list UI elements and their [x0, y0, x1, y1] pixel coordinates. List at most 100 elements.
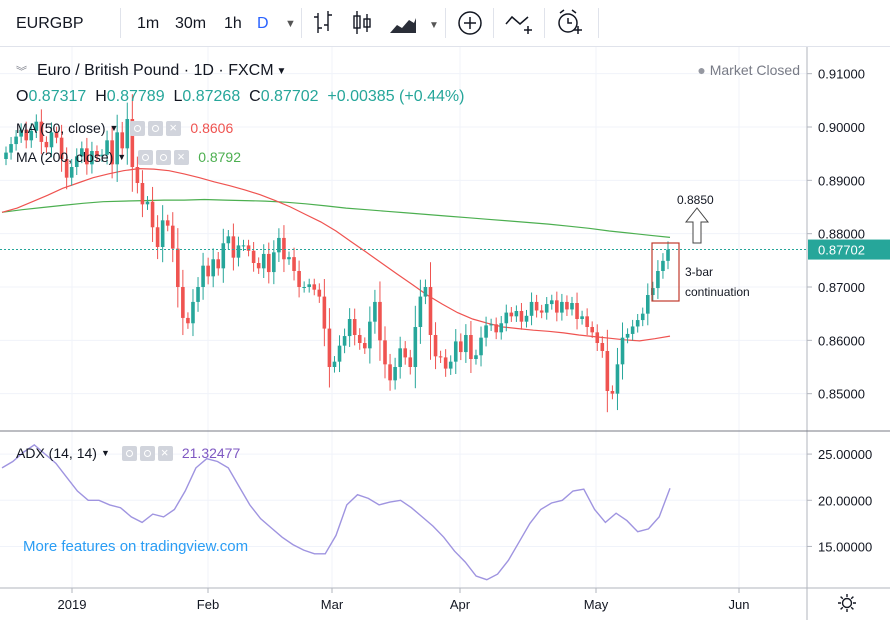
candle [44, 136, 49, 153]
candle [125, 102, 130, 165]
candle [39, 109, 44, 155]
candle [105, 130, 109, 165]
candle [34, 114, 39, 139]
candle [120, 121, 125, 159]
price-tick-label: 0.89000 [818, 173, 865, 188]
candle [317, 283, 322, 303]
candles [4, 94, 670, 413]
interval-1m-button[interactable]: 1m [137, 14, 160, 32]
adx-path [1, 444, 671, 581]
settings-gear-icon[interactable] [838, 594, 856, 612]
candle [438, 350, 443, 363]
candle [130, 94, 135, 192]
candle [115, 114, 119, 182]
candle [443, 349, 448, 377]
ma50-dropdown-icon[interactable]: ▼ [109, 123, 119, 133]
candle [282, 225, 286, 273]
candle [524, 309, 529, 328]
pattern-box [651, 242, 680, 302]
candle [388, 353, 392, 391]
candle [529, 292, 534, 326]
candle [555, 291, 559, 322]
candle [504, 304, 509, 332]
adx-label: ADX (14, 14) [16, 445, 97, 461]
candle [645, 283, 650, 326]
last-price-label: 0.87702 [818, 243, 865, 258]
ma50-value: 0.8606 [190, 120, 234, 136]
adx-tick-label: 25.00000 [818, 447, 872, 462]
remove-icon[interactable] [174, 149, 190, 165]
ma50-legend[interactable]: MA (50, close) ▼ 0.8606 [16, 120, 234, 137]
pattern-label-line1: 3-bar [685, 265, 713, 279]
collapse-icon[interactable]: ︾ [16, 66, 27, 78]
candle [24, 121, 29, 149]
candle [352, 308, 357, 346]
candle [383, 326, 387, 379]
visibility-icon[interactable] [138, 149, 154, 165]
toolbar-divider [493, 8, 494, 38]
candle [292, 247, 296, 281]
candle [145, 196, 150, 210]
candle [135, 156, 140, 194]
visibility-icon[interactable] [121, 445, 137, 461]
candle [160, 205, 165, 263]
candle [170, 212, 175, 263]
interval-dropdown-icon[interactable]: ▼ [285, 17, 296, 30]
candle [514, 305, 519, 322]
title-dropdown-icon[interactable]: ▼ [276, 65, 287, 77]
candle [312, 278, 317, 296]
candle [110, 126, 114, 179]
ma200-value: 0.8792 [198, 149, 242, 165]
high-value: 0.87789 [106, 88, 165, 105]
candle [580, 310, 584, 325]
candle [140, 170, 145, 218]
adx-legend[interactable]: ADX (14, 14) ▼ 21.32477 [16, 445, 240, 462]
price-axis: 0.85000 0.86000 0.87000 0.88000 0.89000 0.900… [807, 67, 865, 402]
settings-icon[interactable] [139, 445, 155, 461]
candle [474, 349, 478, 365]
chart-title-row[interactable]: ︾ Euro / British Pound · 1D · FXCM ▼ [16, 62, 286, 80]
candle [666, 241, 670, 270]
candle [484, 316, 488, 347]
toolbar-divider [120, 8, 121, 38]
ma200-dropdown-icon[interactable]: ▼ [117, 152, 127, 162]
remove-icon[interactable] [157, 445, 173, 461]
candle [277, 228, 281, 263]
adx-axis: 15.00000 20.00000 25.00000 [807, 447, 872, 554]
symbol-search[interactable]: EURGBP [16, 14, 84, 32]
candle [413, 305, 418, 389]
visibility-icon[interactable] [130, 120, 146, 136]
candle [74, 148, 79, 175]
high-label: H [95, 88, 107, 105]
candle [196, 277, 200, 312]
candle [403, 341, 408, 365]
settings-icon[interactable] [156, 149, 172, 165]
price-tick-label: 0.87000 [818, 280, 865, 295]
target-label: 0.8850 [677, 193, 714, 207]
interval-d-button[interactable]: D [257, 14, 269, 32]
remove-icon[interactable] [166, 120, 182, 136]
adx-dropdown-icon[interactable]: ▼ [100, 448, 110, 458]
settings-icon[interactable] [148, 120, 164, 136]
candle [246, 239, 251, 257]
low-label: L [173, 88, 183, 105]
interval-30m-button[interactable]: 30m [175, 14, 207, 32]
change-value: +0.00385 (+0.44%) [327, 88, 465, 105]
time-tick-label: May [584, 597, 609, 612]
candle [464, 324, 468, 363]
interval-1h-button[interactable]: 1h [224, 14, 242, 32]
candle [9, 137, 13, 160]
candle [19, 123, 23, 143]
watermark-link[interactable]: More features on tradingview.com [23, 538, 249, 555]
price-tick-label: 0.85000 [818, 387, 865, 402]
candle [560, 293, 564, 321]
candle [615, 347, 620, 411]
candle [266, 242, 271, 284]
ma200-legend[interactable]: MA (200, close) ▼ 0.8792 [16, 149, 242, 166]
chart-title: Euro / British Pound · 1D · FXCM [37, 62, 274, 79]
ma200-path [1, 198, 671, 238]
candle [357, 328, 362, 350]
candle [272, 240, 276, 285]
candle [297, 260, 301, 298]
